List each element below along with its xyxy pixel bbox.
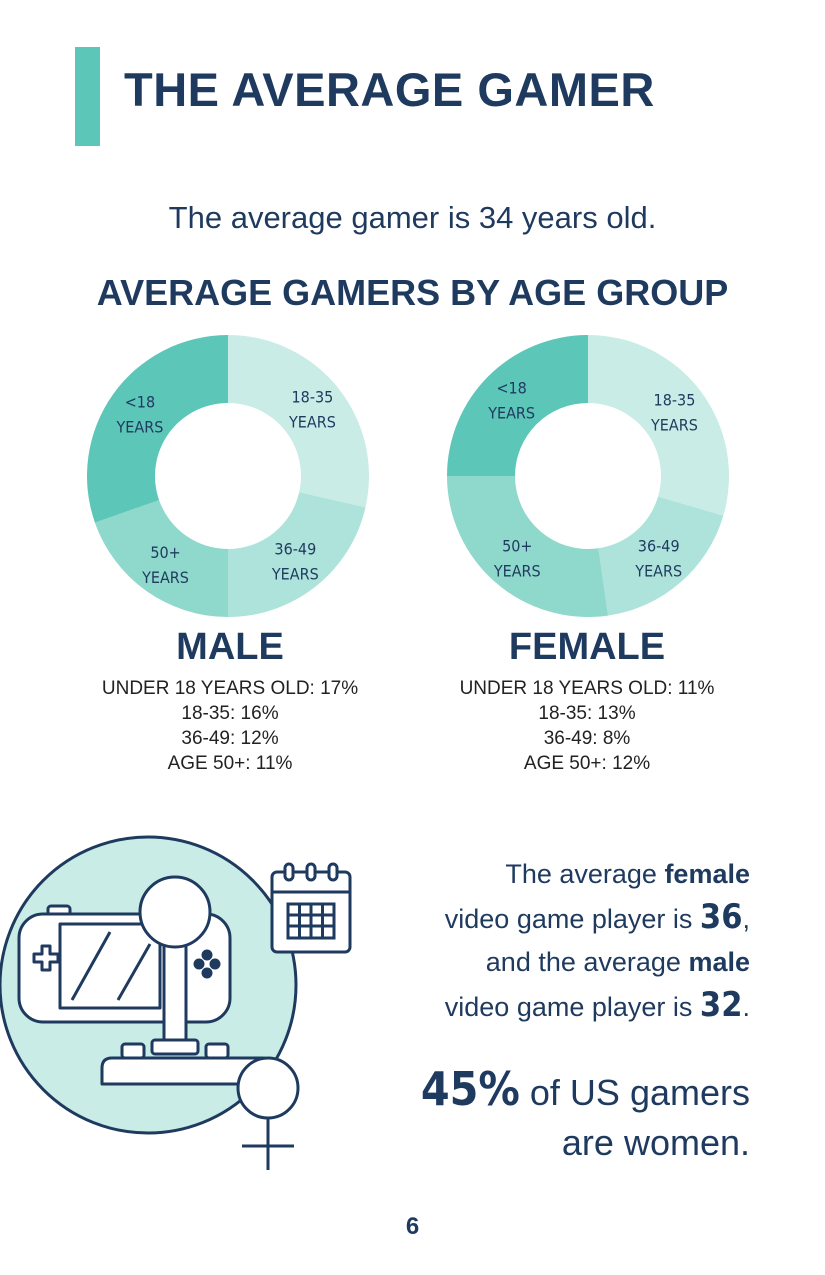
donut-label-36-49: 36-49 YEARS: [271, 539, 319, 583]
donut-label-under18: <18 YEARS: [115, 393, 163, 437]
male-stat-36-49: 36-49: 12%: [181, 728, 279, 749]
donut-label-18-35: 18-35 YEARS: [288, 388, 336, 432]
fact-emphasis-female: female: [664, 859, 750, 889]
donut-slice-under18: [87, 335, 229, 523]
female-donut-chart: 18-35 YEARS 36-49 YEARS 50+ YEARS <18 YEARS: [447, 335, 729, 617]
calendar-icon: [270, 862, 352, 954]
fact-text: are women.: [561, 1122, 750, 1163]
donut-slice-50plus: [94, 500, 229, 617]
donut-label-50plus: 50+ YEARS: [141, 543, 189, 587]
female-stat-under18: UNDER 18 YEARS OLD: 11%: [459, 678, 715, 699]
female-stat-36-49: 36-49: 8%: [543, 728, 631, 749]
donut-slice-36-49: [598, 496, 724, 616]
female-average-age: 36: [699, 897, 743, 937]
page-title: THE AVERAGE GAMER: [124, 63, 655, 116]
fact-emphasis-male: male: [688, 947, 750, 977]
female-symbol-icon: [236, 1056, 300, 1170]
male-title: MALE: [176, 626, 284, 668]
male-stats: UNDER 18 YEARS OLD: 17% 18-35: 16% 36-49…: [50, 676, 410, 776]
women-share-percent: 45%: [420, 1062, 520, 1116]
donut-slice-18-35: [588, 335, 729, 516]
fact-punctuation: .: [742, 992, 750, 1022]
female-stat-18-35: 18-35: 13%: [538, 703, 636, 724]
average-age-fact: The average female video game player is …: [445, 853, 750, 1029]
fact-text: video game player is: [444, 992, 700, 1022]
page-number: 6: [405, 1213, 420, 1240]
fact-punctuation: ,: [742, 904, 750, 934]
donut-label-36-49: 36-49 YEARS: [634, 537, 682, 581]
male-donut-chart: 18-35 YEARS 36-49 YEARS 50+ YEARS <18 YEARS: [87, 335, 370, 617]
donut-slice-50plus: [447, 476, 609, 617]
male-average-age: 32: [699, 985, 743, 1025]
fact-text: The average: [505, 859, 665, 889]
gaming-illustration: [0, 835, 352, 1170]
male-stat-18-35: 18-35: 16%: [181, 703, 279, 724]
title-accent-bar: [75, 47, 100, 146]
female-stat-50plus: AGE 50+: 12%: [523, 753, 651, 774]
female-stats: UNDER 18 YEARS OLD: 11% 18-35: 13% 36-49…: [407, 676, 767, 776]
joystick-icon: [100, 875, 274, 1086]
donut-label-under18: <18 YEARS: [487, 379, 535, 423]
donut-slice-18-35: [228, 335, 370, 508]
fact-text: video game player is: [444, 904, 700, 934]
female-title: FEMALE: [508, 626, 666, 668]
donut-label-50plus: 50+ YEARS: [493, 537, 541, 581]
donut-slice-under18: [447, 335, 588, 476]
donut-label-18-35: 18-35 YEARS: [650, 390, 698, 434]
fact-text: of US gamers: [519, 1072, 750, 1113]
women-share-fact: 45% of US gamers are women.: [421, 1064, 750, 1168]
donut-slice-36-49: [228, 492, 366, 617]
fact-text: and the average: [485, 947, 689, 977]
section-title: AVERAGE GAMERS BY AGE GROUP: [96, 272, 729, 313]
male-stat-50plus: AGE 50+: 11%: [167, 753, 293, 774]
male-stat-under18: UNDER 18 YEARS OLD: 17%: [101, 678, 359, 699]
intro-text: The average gamer is 34 years old.: [168, 200, 657, 235]
